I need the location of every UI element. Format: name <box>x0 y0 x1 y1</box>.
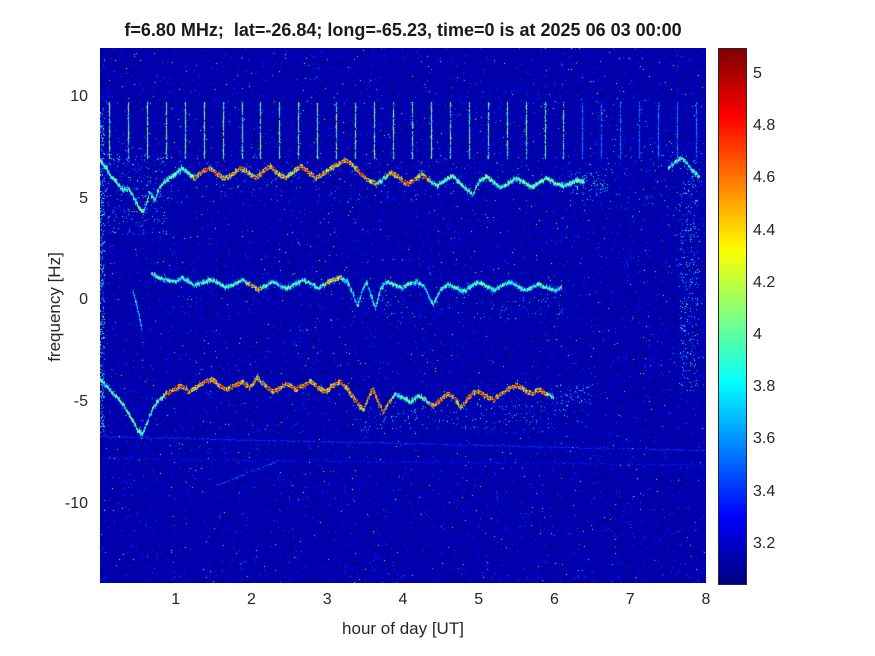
colorbar-tick-label: 3.2 <box>753 534 776 552</box>
colorbar-tick-label: 4 <box>753 326 762 344</box>
colorbar-tick-label: 3.6 <box>753 430 776 448</box>
spectrogram-canvas <box>100 48 706 583</box>
x-tick-label: 1 <box>171 591 181 608</box>
x-tick-label: 4 <box>398 591 408 608</box>
colorbar-tick-label: 3.8 <box>753 378 776 396</box>
y-tick-label: 0 <box>79 291 88 309</box>
plot-title: f=6.80 MHz; lat=-26.84; long=-65.23, tim… <box>124 20 682 40</box>
x-tick-label: 7 <box>625 591 635 608</box>
x-tick-label: 3 <box>322 591 332 608</box>
y-tick-label: -10 <box>64 494 88 512</box>
y-tick-label: 5 <box>79 189 88 207</box>
x-tick-label: 2 <box>247 591 256 608</box>
colorbar-tick-label: 5 <box>753 65 762 83</box>
x-tick-label: 8 <box>701 591 711 608</box>
colorbar-tick-label: 4.6 <box>753 169 776 187</box>
y-tick-label: -5 <box>73 392 88 410</box>
colorbar-tick-label: 4.2 <box>753 273 776 291</box>
y-tick-label: 10 <box>70 87 88 105</box>
x-axis-label: hour of day [UT] <box>342 619 464 638</box>
colorbar-tick-label: 3.4 <box>753 482 776 500</box>
x-tick-label: 6 <box>550 591 559 608</box>
colorbar-tick-label: 4.8 <box>753 117 776 135</box>
x-tick-label: 5 <box>474 591 484 608</box>
colorbar <box>718 48 747 585</box>
colorbar-tick-label: 4.4 <box>753 221 776 239</box>
